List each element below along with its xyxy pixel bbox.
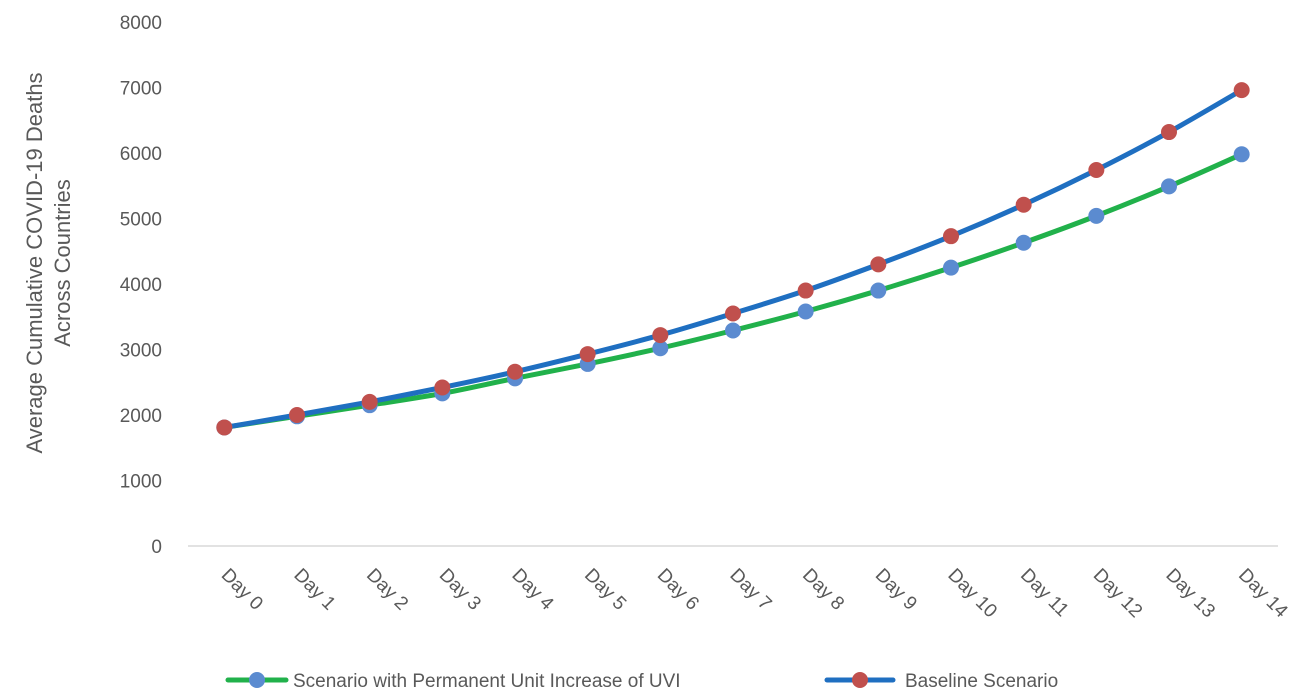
data-point xyxy=(1233,82,1250,99)
x-tick-label: Day 6 xyxy=(653,565,703,615)
y-tick-label: 3000 xyxy=(120,341,162,362)
data-point xyxy=(361,393,378,410)
data-point xyxy=(289,407,305,423)
y-tick-label: 7000 xyxy=(120,79,162,100)
series-line xyxy=(221,151,1245,430)
y-tick-label: 6000 xyxy=(120,144,162,165)
x-tick-label: Day 7 xyxy=(725,565,775,615)
y-axis-ticks: 0 1000 2000 3000 4000 5000 6000 7000 8000 xyxy=(120,13,162,558)
y-tick-label: 0 xyxy=(151,537,162,558)
legend: Scenario with Permanent Unit Increase of… xyxy=(225,671,1058,692)
data-point xyxy=(1233,146,1250,163)
legend-label: Scenario with Permanent Unit Increase of… xyxy=(293,671,681,692)
data-point xyxy=(652,327,669,344)
data-point xyxy=(216,419,233,436)
x-axis-ticks: Day 0 Day 1 Day 2 Day 3 Day 4 Day 5 Day 6 Day 7… xyxy=(217,565,1292,623)
data-point xyxy=(1161,124,1177,141)
data-point xyxy=(434,379,451,396)
data-point xyxy=(797,303,814,320)
x-tick-label: Day 11 xyxy=(1016,565,1072,621)
y-tick-label: 4000 xyxy=(120,275,162,296)
data-point xyxy=(579,346,596,363)
data-point xyxy=(943,259,959,276)
y-axis-title-line: Average Cumulative COVID-19 Deaths xyxy=(22,72,47,453)
x-tick-label: Day 9 xyxy=(871,565,921,615)
series-lines xyxy=(221,87,1245,430)
x-tick-label: Day 12 xyxy=(1089,565,1146,622)
legend-label: Baseline Scenario xyxy=(905,671,1058,692)
x-tick-label: Day 2 xyxy=(362,565,412,615)
data-point xyxy=(1088,162,1105,179)
x-tick-label: Day 0 xyxy=(217,565,267,615)
data-point xyxy=(943,228,959,245)
y-tick-label: 2000 xyxy=(120,406,162,427)
series-markers xyxy=(216,82,1250,436)
legend-swatch-marker xyxy=(249,672,265,688)
data-point xyxy=(725,305,741,322)
y-axis-title-line: Across Countries xyxy=(50,179,75,347)
y-axis-title: Average Cumulative COVID-19 Deaths Across… xyxy=(22,72,75,453)
x-tick-label: Day 4 xyxy=(507,565,557,615)
y-tick-label: 1000 xyxy=(120,472,162,493)
data-point xyxy=(1161,178,1177,195)
data-point xyxy=(652,340,669,357)
x-tick-label: Day 5 xyxy=(580,565,630,615)
data-point xyxy=(797,282,814,299)
y-tick-label: 8000 xyxy=(120,13,162,34)
x-tick-label: Day 13 xyxy=(1161,565,1218,622)
x-tick-label: Day 14 xyxy=(1234,565,1292,623)
series-line xyxy=(221,87,1245,430)
data-point xyxy=(1015,234,1032,251)
data-point xyxy=(725,322,741,339)
x-tick-label: Day 10 xyxy=(943,565,1000,622)
y-tick-label: 5000 xyxy=(120,210,162,231)
legend-swatch-marker xyxy=(852,672,868,688)
x-tick-label: Day 1 xyxy=(289,565,339,615)
data-point xyxy=(507,363,523,380)
data-point xyxy=(870,256,887,273)
data-point xyxy=(1015,196,1032,213)
data-point xyxy=(1088,207,1105,224)
data-point xyxy=(870,282,887,299)
x-tick-label: Day 3 xyxy=(435,565,485,615)
x-tick-label: Day 8 xyxy=(798,565,848,615)
